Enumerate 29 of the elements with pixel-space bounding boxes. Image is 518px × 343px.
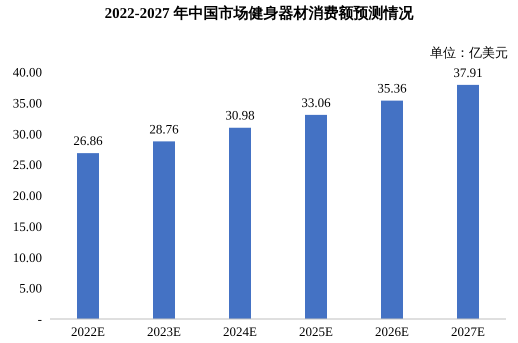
bar (457, 84, 479, 319)
y-tick-label: 35.00 (12, 95, 42, 110)
y-tick-label: 10.00 (12, 250, 42, 265)
y-tick-label: 25.00 (12, 157, 42, 172)
x-tick-label: 2025E (299, 324, 334, 340)
bar (229, 128, 251, 319)
data-label: 33.06 (301, 94, 332, 110)
data-label: 35.36 (377, 80, 408, 96)
bar (305, 114, 327, 319)
bar (381, 100, 403, 319)
text: 单位：亿美元 (430, 44, 508, 62)
data-label: 26.86 (73, 133, 104, 148)
chart-title: 2022-2027 年中国市场健身器材消费额预测情况 (104, 4, 414, 23)
data-label: 37.91 (453, 64, 483, 80)
data-label: 30.98 (225, 108, 255, 123)
bar (77, 153, 99, 319)
y-tick-label: 15.00 (12, 218, 42, 234)
x-tick-label: 2022E (71, 324, 106, 340)
data-label: 28.76 (149, 121, 180, 136)
x-tick-label: 2027E (451, 324, 486, 340)
y-tick-label: 5.00 (19, 280, 42, 296)
x-tick-label: 2024E (223, 324, 258, 340)
x-tick-label: 2023E (147, 324, 182, 340)
bar (153, 141, 175, 319)
y-tick-label: 20.00 (12, 188, 42, 204)
y-tick-label: 30.00 (12, 126, 42, 142)
y-tick-label: - (38, 312, 42, 327)
y-tick-label: 40.00 (12, 64, 42, 80)
x-tick-label: 2026E (375, 324, 410, 340)
